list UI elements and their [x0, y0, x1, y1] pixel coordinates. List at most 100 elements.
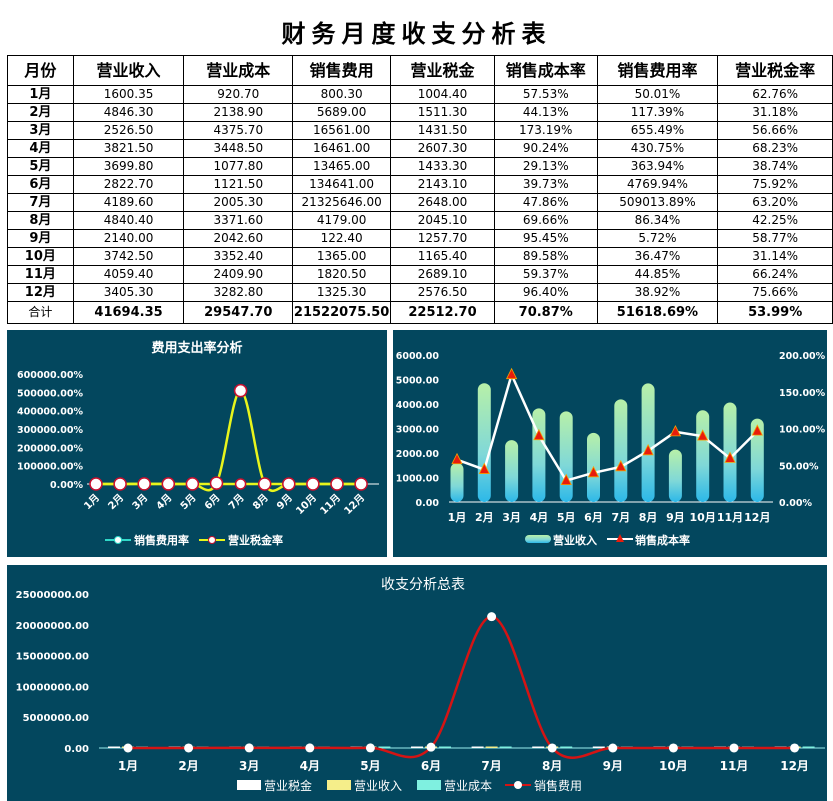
table-cell[interactable]: 3742.50 [72, 247, 185, 266]
table-cell[interactable]: 2138.90 [183, 103, 294, 122]
table-cell[interactable]: 10月 [7, 247, 74, 266]
table-cell[interactable]: 12月 [7, 283, 74, 302]
table-cell[interactable]: 3352.40 [183, 247, 294, 266]
table-cell[interactable]: 134641.00 [292, 175, 392, 194]
table-cell[interactable]: 6月 [7, 175, 74, 194]
table-cell[interactable]: 29.13% [493, 157, 598, 176]
table-cell[interactable]: 16561.00 [292, 121, 392, 140]
table-cell[interactable]: 2月 [7, 103, 74, 122]
table-cell[interactable]: 1820.50 [292, 265, 392, 284]
table-cell[interactable]: 75.66% [717, 283, 833, 302]
table-cell[interactable]: 62.76% [717, 85, 833, 104]
revenue-cost-rate-chart[interactable]: 0.00 1000.00 2000.00 3000.00 4000.00 5000.00 6… [393, 330, 827, 557]
table-cell[interactable]: 51618.69% [596, 301, 719, 324]
table-cell[interactable]: 1600.35 [72, 85, 185, 104]
table-cell[interactable]: 63.20% [717, 193, 833, 212]
table-cell[interactable]: 4189.60 [72, 193, 185, 212]
table-cell[interactable]: 2689.10 [390, 265, 495, 284]
table-cell[interactable]: 1433.30 [390, 157, 495, 176]
table-cell[interactable]: 11月 [7, 265, 74, 284]
table-cell[interactable]: 86.34% [596, 211, 719, 230]
table-cell[interactable]: 2045.10 [390, 211, 495, 230]
table-cell[interactable]: 2526.50 [72, 121, 185, 140]
table-cell[interactable]: 4059.40 [72, 265, 185, 284]
income-expense-summary-chart[interactable]: 收支分析总表 0.00 5000000.00 10000000.00 15000000.… [7, 565, 827, 801]
table-cell[interactable]: 50.01% [596, 85, 719, 104]
table-cell[interactable]: 1004.40 [390, 85, 495, 104]
table-cell[interactable]: 2140.00 [72, 229, 185, 248]
table-cell[interactable]: 70.87% [493, 301, 598, 324]
table-cell[interactable]: 5月 [7, 157, 74, 176]
table-cell[interactable]: 9月 [7, 229, 74, 248]
table-cell[interactable]: 96.40% [493, 283, 598, 302]
table-cell[interactable]: 22512.70 [390, 301, 495, 324]
table-cell[interactable]: 3282.80 [183, 283, 294, 302]
table-cell[interactable]: 4375.70 [183, 121, 294, 140]
table-cell[interactable]: 3699.80 [72, 157, 185, 176]
table-cell[interactable]: 4769.94% [596, 175, 719, 194]
table-cell[interactable]: 509013.89% [596, 193, 719, 212]
table-cell[interactable]: 68.23% [717, 139, 833, 158]
table-cell[interactable]: 2005.30 [183, 193, 294, 212]
table-cell[interactable]: 66.24% [717, 265, 833, 284]
table-cell[interactable]: 2648.00 [390, 193, 495, 212]
table-cell[interactable]: 2042.60 [183, 229, 294, 248]
table-cell[interactable]: 2143.10 [390, 175, 495, 194]
table-cell[interactable]: 38.74% [717, 157, 833, 176]
table-cell[interactable]: 655.49% [596, 121, 719, 140]
table-cell[interactable]: 31.14% [717, 247, 833, 266]
table-cell[interactable]: 1325.30 [292, 283, 392, 302]
table-cell[interactable]: 363.94% [596, 157, 719, 176]
table-cell[interactable]: 1511.30 [390, 103, 495, 122]
table-cell[interactable]: 53.99% [717, 301, 833, 324]
expense-rate-chart[interactable]: 费用支出率分析 0.00% 100000.00% 200000.00% 300000.0… [7, 330, 387, 557]
table-cell[interactable]: 5.72% [596, 229, 719, 248]
table-cell[interactable]: 4846.30 [72, 103, 185, 122]
table-cell[interactable]: 1431.50 [390, 121, 495, 140]
table-cell[interactable]: 56.66% [717, 121, 833, 140]
table-cell[interactable]: 69.66% [493, 211, 598, 230]
table-cell[interactable]: 3821.50 [72, 139, 185, 158]
table-cell[interactable]: 430.75% [596, 139, 719, 158]
table-cell[interactable]: 122.40 [292, 229, 392, 248]
table-cell[interactable]: 16461.00 [292, 139, 392, 158]
table-cell[interactable]: 42.25% [717, 211, 833, 230]
table-cell[interactable]: 90.24% [493, 139, 598, 158]
table-cell[interactable]: 1165.40 [390, 247, 495, 266]
table-cell[interactable]: 1257.70 [390, 229, 495, 248]
table-cell[interactable]: 39.73% [493, 175, 598, 194]
table-cell[interactable]: 3371.60 [183, 211, 294, 230]
table-cell[interactable]: 95.45% [493, 229, 598, 248]
table-cell[interactable]: 4月 [7, 139, 74, 158]
table-cell[interactable]: 13465.00 [292, 157, 392, 176]
table-cell[interactable]: 2409.90 [183, 265, 294, 284]
table-cell[interactable]: 36.47% [596, 247, 719, 266]
table-cell[interactable]: 21325646.00 [292, 193, 392, 212]
table-cell[interactable]: 3月 [7, 121, 74, 140]
table-cell[interactable]: 89.58% [493, 247, 598, 266]
table-cell[interactable]: 41694.35 [72, 301, 185, 324]
table-cell[interactable]: 2576.50 [390, 283, 495, 302]
table-cell[interactable]: 1月 [7, 85, 74, 104]
table-cell[interactable]: 2822.70 [72, 175, 185, 194]
table-cell[interactable]: 7月 [7, 193, 74, 212]
table-cell[interactable]: 920.70 [183, 85, 294, 104]
table-cell[interactable]: 合计 [7, 301, 74, 324]
table-cell[interactable]: 75.92% [717, 175, 833, 194]
table-cell[interactable]: 57.53% [493, 85, 598, 104]
table-cell[interactable]: 2607.30 [390, 139, 495, 158]
table-cell[interactable]: 3448.50 [183, 139, 294, 158]
table-cell[interactable]: 44.85% [596, 265, 719, 284]
table-cell[interactable]: 21522075.50 [292, 301, 392, 324]
table-cell[interactable]: 117.39% [596, 103, 719, 122]
table-cell[interactable]: 58.77% [717, 229, 833, 248]
table-cell[interactable]: 8月 [7, 211, 74, 230]
table-cell[interactable]: 1121.50 [183, 175, 294, 194]
table-cell[interactable]: 4179.00 [292, 211, 392, 230]
table-cell[interactable]: 173.19% [493, 121, 598, 140]
table-cell[interactable]: 4840.40 [72, 211, 185, 230]
table-cell[interactable]: 29547.70 [183, 301, 294, 324]
table-cell[interactable]: 800.30 [292, 85, 392, 104]
table-cell[interactable]: 38.92% [596, 283, 719, 302]
table-cell[interactable]: 44.13% [493, 103, 598, 122]
